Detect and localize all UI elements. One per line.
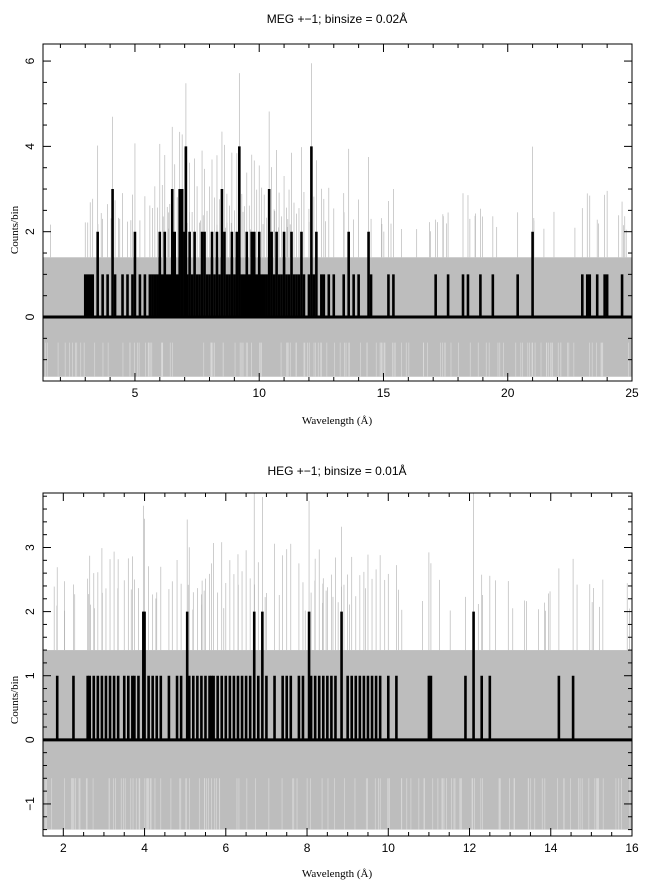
heg-x-tick-label: 6 xyxy=(222,841,229,855)
heg-x-tick-label: 12 xyxy=(463,841,477,855)
heg-x-tick-label: 16 xyxy=(625,841,639,855)
heg-y-tick-label: −1 xyxy=(23,797,37,811)
heg-error-lines-low xyxy=(44,778,631,830)
meg-series-counts xyxy=(83,146,624,318)
heg-x-tick-label: 8 xyxy=(304,841,311,855)
heg-y-tick-label: 0 xyxy=(23,736,37,743)
heg-series-counts xyxy=(55,611,575,740)
heg-x-axis-label: Wavelength (Å) xyxy=(302,868,373,880)
heg-x-tick-label: 14 xyxy=(544,841,558,855)
heg-x-tick-label: 4 xyxy=(141,841,148,855)
meg-chart-panel: MEG +−1; binsize = 0.02Å Wavelength (Å) … xyxy=(0,0,649,445)
heg-chart-panel: HEG +−1; binsize = 0.01Å Wavelength (Å) … xyxy=(0,445,649,891)
heg-x-tick-label: 10 xyxy=(382,841,396,855)
meg-plot-frame xyxy=(42,43,633,382)
meg-y-axis-label: Counts/bin xyxy=(9,205,21,254)
meg-x-tick-label: 25 xyxy=(625,386,639,400)
meg-x-tick-label: 5 xyxy=(132,386,139,400)
meg-y-tick-label: 6 xyxy=(23,57,37,64)
meg-error-lines-low xyxy=(45,342,629,377)
meg-x-tick-label: 15 xyxy=(377,386,391,400)
meg-x-axis-label: Wavelength (Å) xyxy=(302,415,373,427)
meg-y-ticks xyxy=(43,60,632,382)
heg-x-tick-label: 2 xyxy=(60,841,67,855)
heg-chart-title: HEG +−1; binsize = 0.01Å xyxy=(267,463,406,478)
meg-chart-title: MEG +−1; binsize = 0.02Å xyxy=(267,11,407,26)
meg-y-tick-label: 0 xyxy=(23,313,37,320)
heg-plot-area xyxy=(43,493,632,830)
meg-y-tick-label: 2 xyxy=(23,228,37,235)
heg-plot-frame xyxy=(42,492,633,837)
heg-chart: HEG +−1; binsize = 0.01Å Wavelength (Å) … xyxy=(9,463,639,880)
meg-plot-area xyxy=(43,63,632,377)
heg-y-axis-label: Counts/bin xyxy=(9,675,21,724)
meg-x-tick-label: 10 xyxy=(253,386,267,400)
heg-y-tick-label: 2 xyxy=(23,608,37,615)
heg-y-tick-label: 3 xyxy=(23,544,37,551)
meg-x-tick-label: 20 xyxy=(501,386,515,400)
meg-y-tick-label: 4 xyxy=(23,143,37,150)
meg-chart: MEG +−1; binsize = 0.02Å Wavelength (Å) … xyxy=(9,11,639,427)
meg-error-lines xyxy=(50,63,632,258)
heg-x-ticks xyxy=(62,493,633,836)
heg-y-ticks xyxy=(43,495,632,831)
meg-x-ticks xyxy=(59,44,633,381)
heg-y-tick-label: 1 xyxy=(23,672,37,679)
